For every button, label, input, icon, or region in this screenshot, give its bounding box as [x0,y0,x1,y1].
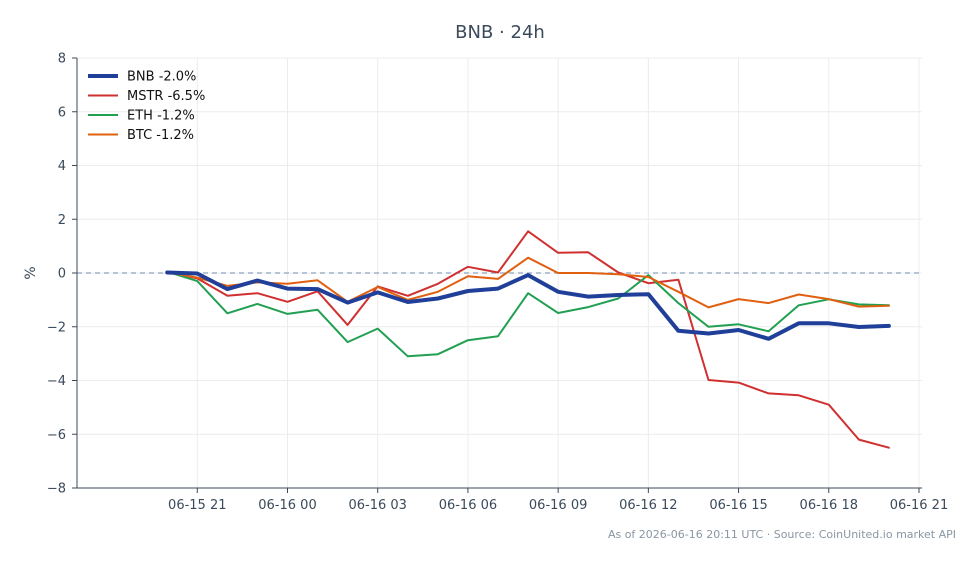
series-line-mstr [166,230,890,449]
y-tick-label: 8 [58,52,66,67]
series-group [165,230,891,449]
x-tick-label: 06-16 21 [890,498,948,513]
legend-entry-label: BTC -1.2% [127,128,194,143]
legend-entry-label: BNB -2.0% [127,70,196,85]
series-line-btc [166,256,890,309]
y-tick-label: −2 [47,320,66,335]
x-tick-label: 06-15 21 [168,498,226,513]
y-tick-label: 6 [58,105,66,120]
series-line-eth [166,270,890,358]
x-tick-label: 06-16 00 [258,498,316,513]
y-tick-label: −6 [47,428,66,443]
x-tick-label: 06-16 06 [439,498,497,513]
y-tick-label: 2 [58,213,66,228]
x-tick-label: 06-16 03 [348,498,406,513]
series-line-bnb [165,270,891,341]
x-tick-label: 06-16 09 [529,498,587,513]
x-tick-label: 06-16 12 [619,498,677,513]
legend-entry-label: ETH -1.2% [127,109,195,124]
legend: BNB -2.0% MSTR -6.5% ETH -1.2% BTC -1.2% [88,70,205,143]
legend-entry-label: MSTR -6.5% [127,89,205,104]
footer-source-note: As of 2026-06-16 20:11 UTC · Source: Coi… [608,528,956,541]
axes: 8 6 4 2 0 −2 −4 −6 −8 06-15 21 06-16 00 06-16 03 06-… [47,52,948,514]
y-axis-label: % [23,266,39,279]
y-tick-label: −8 [47,482,66,497]
y-tick-label: 4 [58,159,66,174]
x-tick-label: 06-16 18 [800,498,858,513]
chart-title: BNB · 24h [455,22,545,43]
y-tick-label: 0 [58,267,66,282]
x-tick-label: 06-16 15 [709,498,767,513]
y-tick-label: −4 [47,374,66,389]
